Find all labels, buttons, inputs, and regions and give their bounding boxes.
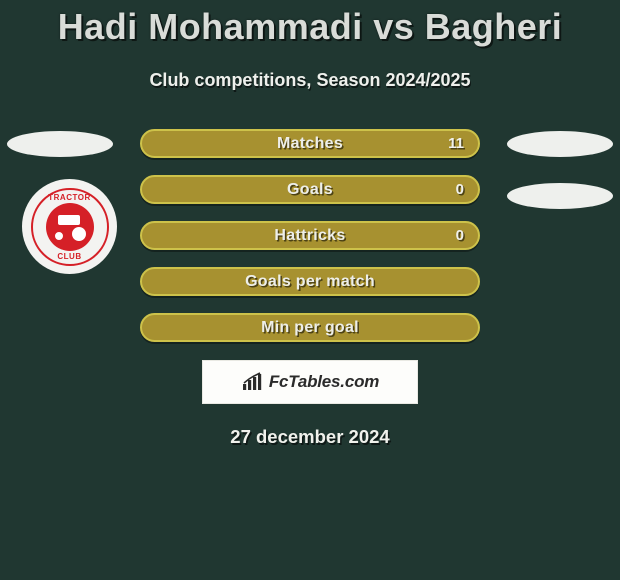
stat-label: Goals per match — [245, 273, 375, 291]
stat-value: 0 — [456, 181, 464, 198]
stat-bar-min-per-goal: Min per goal — [140, 313, 480, 342]
player1-photo-placeholder — [7, 131, 113, 157]
stat-label: Hattricks — [274, 227, 345, 245]
bars-chart-icon — [241, 372, 265, 392]
badge-bottom-text: CLUB — [33, 252, 107, 261]
page-subtitle: Club competitions, Season 2024/2025 — [0, 70, 620, 91]
stat-bars: Matches 11 Goals 0 Hattricks 0 Goals per… — [140, 129, 480, 342]
stat-value: 0 — [456, 227, 464, 244]
comparison-content: TRACTOR CLUB Matches 11 Goals 0 Hattrick… — [0, 129, 620, 448]
stat-label: Matches — [277, 135, 343, 153]
stat-bar-goals-per-match: Goals per match — [140, 267, 480, 296]
player2-club-placeholder — [507, 183, 613, 209]
stat-bar-hattricks: Hattricks 0 — [140, 221, 480, 250]
stat-bar-goals: Goals 0 — [140, 175, 480, 204]
player1-club-badge: TRACTOR CLUB — [22, 179, 117, 274]
stat-label: Goals — [287, 181, 333, 199]
snapshot-date: 27 december 2024 — [0, 426, 620, 448]
badge-top-text: TRACTOR — [33, 193, 107, 202]
brand-text: FcTables.com — [269, 372, 379, 392]
stat-bar-matches: Matches 11 — [140, 129, 480, 158]
tractor-icon — [46, 203, 94, 251]
brand-watermark: FcTables.com — [202, 360, 418, 404]
player2-photo-placeholder — [507, 131, 613, 157]
stat-value: 11 — [448, 135, 464, 152]
page-title: Hadi Mohammadi vs Bagheri — [0, 0, 620, 48]
stat-label: Min per goal — [261, 319, 359, 337]
